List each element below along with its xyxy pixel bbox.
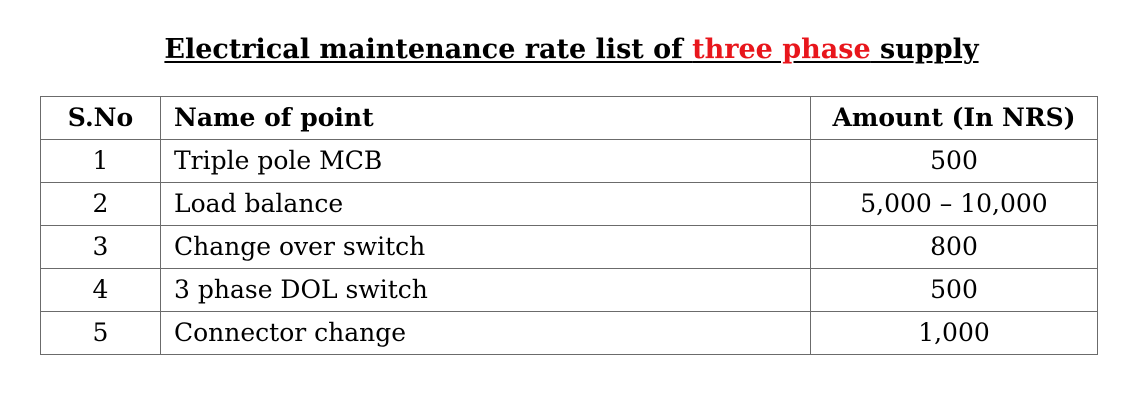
cell-sno: 1: [40, 139, 161, 183]
cell-amount: 800: [810, 225, 1098, 269]
cell-name: Connector change: [160, 311, 811, 355]
header-name-of-point: Name of point: [160, 96, 811, 140]
header-amount: Amount (In NRS): [810, 96, 1098, 140]
page-title: Electrical maintenance rate list of thre…: [0, 30, 1143, 70]
cell-sno: 5: [40, 311, 161, 355]
table-row: 3 Change over switch 800: [40, 225, 1098, 269]
table-row: 5 Connector change 1,000: [40, 311, 1098, 355]
cell-sno: 4: [40, 268, 161, 312]
cell-amount: 500: [810, 268, 1098, 312]
cell-amount: 5,000 – 10,000: [810, 182, 1098, 226]
header-sno: S.No: [40, 96, 161, 140]
cell-name: Load balance: [160, 182, 811, 226]
cell-name: Triple pole MCB: [160, 139, 811, 183]
table-row: 2 Load balance 5,000 – 10,000: [40, 182, 1098, 226]
title-text-highlight: three phase: [692, 34, 871, 65]
table-row: 4 3 phase DOL switch 500: [40, 268, 1098, 312]
cell-amount: 1,000: [810, 311, 1098, 355]
cell-amount: 500: [810, 139, 1098, 183]
cell-name: 3 phase DOL switch: [160, 268, 811, 312]
table-row: 1 Triple pole MCB 500: [40, 139, 1098, 183]
rate-table: S.No Name of point Amount (In NRS) 1 Tri…: [40, 96, 1098, 355]
title-text-after: supply: [870, 34, 979, 65]
table-header-row: S.No Name of point Amount (In NRS): [40, 96, 1098, 140]
cell-sno: 3: [40, 225, 161, 269]
title-text-before: Electrical maintenance rate list of: [164, 34, 693, 65]
cell-sno: 2: [40, 182, 161, 226]
cell-name: Change over switch: [160, 225, 811, 269]
